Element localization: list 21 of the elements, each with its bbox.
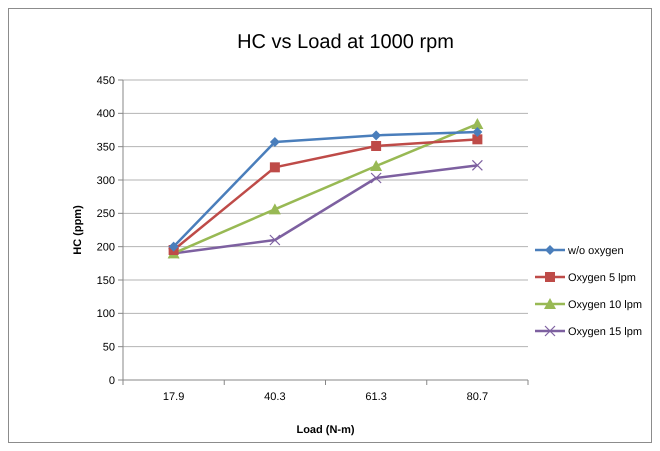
y-tick-label: 0 (108, 374, 115, 387)
y-tick-label: 400 (96, 108, 115, 120)
y-axis-title: HC (ppm) (72, 204, 84, 255)
y-tick-label: 100 (96, 308, 115, 320)
y-tick-label: 200 (96, 242, 115, 254)
legend-label: Oxygen 10 lpm (568, 298, 642, 311)
x-tick-label: 80.7 (466, 391, 488, 403)
y-tick-label: 450 (96, 74, 115, 87)
legend-label: Oxygen 15 lpm (568, 326, 642, 338)
x-tick-label: 17.9 (162, 391, 184, 403)
y-tick-label: 50 (102, 342, 115, 354)
x-axis-title: Load (N-m) (296, 424, 355, 436)
x-tick-label: 40.3 (264, 391, 286, 403)
legend-label: w/o oxygen (567, 244, 624, 257)
x-tick-label: 61.3 (365, 391, 387, 403)
y-tick-label: 250 (96, 208, 115, 220)
chart-title: HC vs Load at 1000 rpm (237, 31, 454, 53)
y-tick-label: 300 (96, 174, 115, 187)
legend-label: Oxygen 5 lpm (568, 272, 636, 284)
y-tick-label: 350 (96, 142, 115, 154)
y-tick-label: 150 (96, 274, 115, 287)
